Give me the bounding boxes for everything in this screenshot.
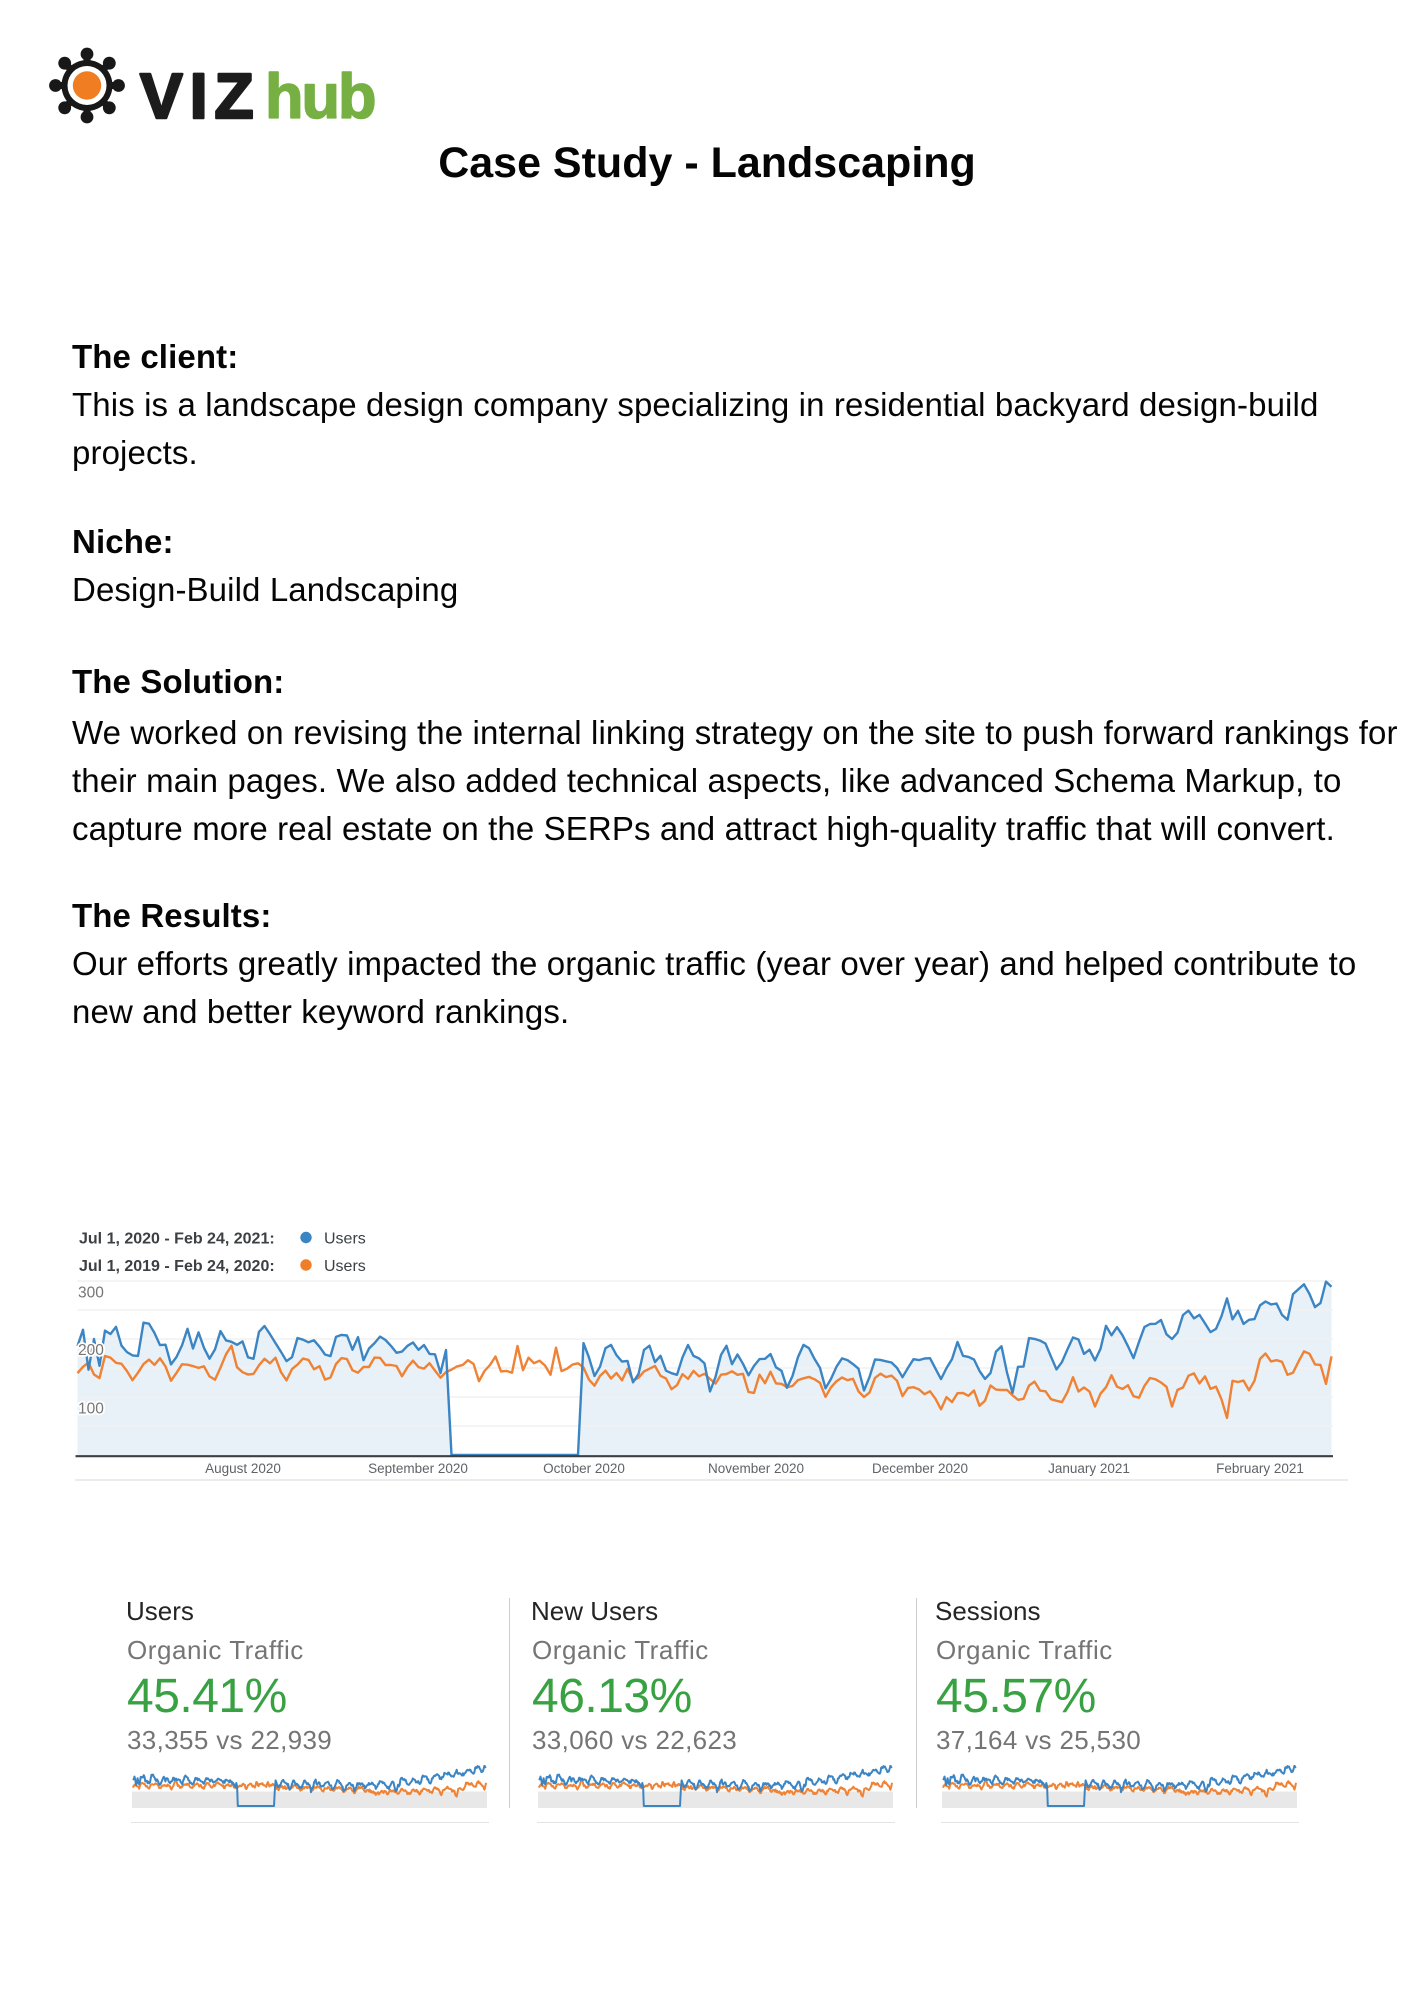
svg-text:100: 100 bbox=[78, 1401, 104, 1418]
svg-text:February 2021: February 2021 bbox=[1216, 1461, 1304, 1476]
svg-text:Jul 1, 2019 - Feb 24, 2020:: Jul 1, 2019 - Feb 24, 2020: bbox=[79, 1258, 275, 1275]
svg-text:VIZ: VIZ bbox=[140, 60, 261, 132]
svg-text:October 2020: October 2020 bbox=[543, 1461, 625, 1476]
svg-text:November 2020: November 2020 bbox=[708, 1461, 804, 1476]
svg-text:August 2020: August 2020 bbox=[205, 1461, 281, 1476]
svg-text:January 2021: January 2021 bbox=[1048, 1461, 1130, 1476]
svg-text:200: 200 bbox=[78, 1342, 104, 1359]
svg-text:September 2020: September 2020 bbox=[368, 1461, 468, 1476]
svg-text:December 2020: December 2020 bbox=[872, 1461, 968, 1476]
svg-text:300: 300 bbox=[78, 1285, 104, 1302]
svg-text:Users: Users bbox=[324, 1258, 366, 1275]
svg-text:Jul 1, 2020 - Feb 24, 2021:: Jul 1, 2020 - Feb 24, 2021: bbox=[79, 1231, 275, 1248]
svg-text:Users: Users bbox=[324, 1231, 366, 1248]
svg-text:hub: hub bbox=[265, 62, 374, 132]
